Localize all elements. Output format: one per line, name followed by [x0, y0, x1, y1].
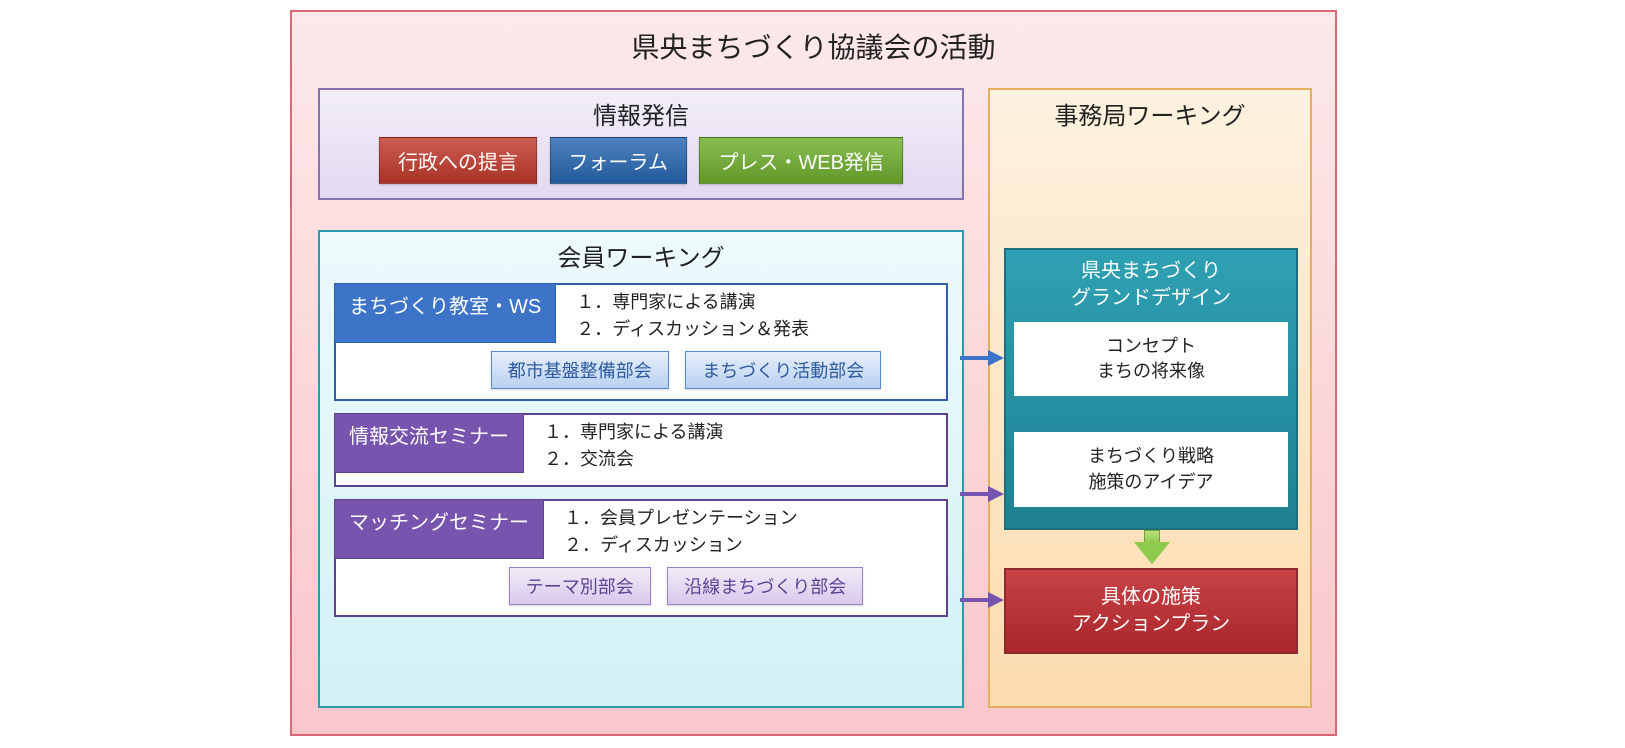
wg2-header: 情報交流セミナー	[334, 413, 524, 473]
wg1-l1: １．専門家による講演	[576, 292, 755, 312]
secretariat-box: 事務局ワーキング 県央まちづくり グランドデザイン コンセプト まちの将来像 ま…	[988, 88, 1312, 708]
wg1-block: まちづくり教室・WS １．専門家による講演 ２．ディスカッション＆発表 都市基盤…	[334, 283, 948, 401]
wg3-header: マッチングセミナー	[334, 499, 544, 559]
grand-design-panel: 県央まちづくり グランドデザイン コンセプト まちの将来像 まちづくり戦略 施策…	[1004, 248, 1298, 530]
member-title: 会員ワーキング	[320, 232, 962, 273]
wg3-l2: ２．ディスカッション	[564, 535, 743, 555]
grand-design-heading: 県央まちづくり グランドデザイン	[1006, 256, 1296, 318]
strategy-l2: 施策のアイデア	[1088, 472, 1213, 492]
pill-proposal: 行政への提言	[379, 137, 537, 184]
wg1-l2: ２．ディスカッション＆発表	[576, 319, 809, 339]
strategy-l1: まちづくり戦略	[1088, 446, 1214, 466]
pill-press-web: プレス・WEB発信	[699, 137, 903, 184]
wg1-sub-1: 都市基盤整備部会	[491, 351, 669, 389]
wg3-subs: テーマ別部会 沿線まちづくり部会	[336, 563, 946, 607]
action-plan-panel: 具体の施策 アクションプラン	[1004, 568, 1298, 654]
wg1-subs: 都市基盤整備部会 まちづくり活動部会	[336, 347, 946, 391]
outer-frame: 県央まちづくり協議会の活動 情報発信 行政への提言 フォーラム プレス・WEB発…	[290, 10, 1337, 736]
wg2-block: 情報交流セミナー １．専門家による講演 ２．交流会	[334, 413, 948, 487]
info-pills-row: 行政への提言 フォーラム プレス・WEB発信	[320, 131, 962, 184]
info-box: 情報発信 行政への提言 フォーラム プレス・WEB発信	[318, 88, 964, 200]
wg1-header: まちづくり教室・WS	[334, 283, 556, 343]
wg1-list: １．専門家による講演 ２．ディスカッション＆発表	[566, 285, 819, 347]
wg3-sub-2: 沿線まちづくり部会	[667, 567, 863, 605]
concept-l1: コンセプト	[1106, 336, 1196, 356]
arrow-wg2	[960, 486, 1004, 502]
member-box: 会員ワーキング まちづくり教室・WS １．専門家による講演 ２．ディスカッション…	[318, 230, 964, 708]
info-title: 情報発信	[320, 90, 962, 131]
wg2-l1: １．専門家による講演	[544, 422, 723, 442]
gd-h1: 県央まちづくり	[1081, 260, 1221, 282]
arrow-wg1	[960, 350, 1004, 366]
wg1-sub-2: まちづくり活動部会	[685, 351, 881, 389]
arrow-wg3	[960, 592, 1004, 608]
pill-forum: フォーラム	[550, 137, 687, 184]
wg3-block: マッチングセミナー １．会員プレゼンテーション ２．ディスカッション テーマ別部…	[334, 499, 948, 617]
green-arrow-head	[1134, 542, 1170, 564]
wg3-sub-1: テーマ別部会	[509, 567, 651, 605]
concept-inner: コンセプト まちの将来像	[1014, 322, 1288, 396]
concept-l2: まちの将来像	[1097, 361, 1205, 381]
secretariat-title: 事務局ワーキング	[990, 90, 1310, 131]
wg3-l1: １．会員プレゼンテーション	[564, 508, 798, 528]
wg2-l2: ２．交流会	[544, 449, 634, 469]
action-l2: アクションプラン	[1072, 613, 1230, 635]
wg3-list: １．会員プレゼンテーション ２．ディスカッション	[554, 501, 808, 563]
wg2-list: １．専門家による講演 ２．交流会	[534, 415, 733, 477]
action-l1: 具体の施策	[1101, 586, 1201, 608]
main-title: 県央まちづくり協議会の活動	[292, 12, 1335, 66]
strategy-inner: まちづくり戦略 施策のアイデア	[1014, 432, 1288, 506]
gd-h2: グランドデザイン	[1071, 287, 1231, 309]
